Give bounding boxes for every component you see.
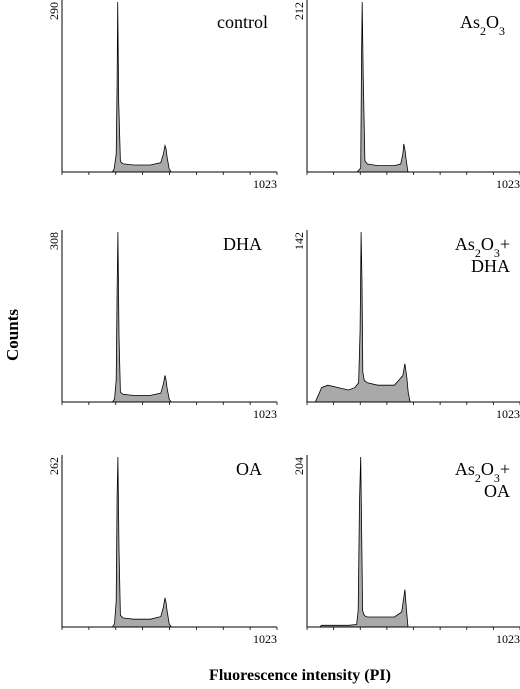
- histogram-panel-4: 142 1023 As2O3+DHA: [292, 230, 520, 421]
- histogram-area: [62, 456, 277, 628]
- panel-label: As2O3+: [455, 234, 510, 260]
- histogram-area: [307, 1, 520, 173]
- y-max-tick-label: 308: [47, 232, 61, 250]
- y-axis-label: Counts: [3, 309, 22, 361]
- x-axis-label: Fluorescence intensity (PI): [209, 667, 391, 684]
- histogram-panel-2: 212 1023 As2O3: [292, 0, 520, 191]
- x-max-tick-label: 1023: [253, 177, 277, 191]
- y-max-tick-label: 142: [292, 232, 306, 250]
- y-max-tick-label: 204: [292, 457, 306, 475]
- histogram-area: [62, 1, 277, 173]
- x-max-tick-label: 1023: [496, 407, 520, 421]
- y-max-tick-label: 262: [47, 457, 61, 475]
- x-max-tick-label: 1023: [253, 407, 277, 421]
- panel-label: OA: [236, 459, 262, 479]
- panel-label: As2O3+: [455, 459, 510, 485]
- histogram-area: [62, 231, 277, 403]
- panel-label: OA: [484, 481, 510, 501]
- panel-label: DHA: [223, 234, 262, 254]
- histogram-area: [307, 456, 520, 628]
- x-max-tick-label: 1023: [253, 632, 277, 646]
- y-max-tick-label: 212: [292, 2, 306, 20]
- x-max-tick-label: 1023: [496, 632, 520, 646]
- histogram-area: [307, 231, 520, 403]
- histogram-panel-3: 308 1023 DHA: [47, 230, 278, 421]
- x-max-tick-label: 1023: [496, 177, 520, 191]
- histogram-panel-5: 262 1023 OA: [47, 455, 278, 646]
- y-max-tick-label: 290: [47, 2, 61, 20]
- panel-label: As2O3: [460, 12, 505, 38]
- histogram-panel-6: 204 1023 As2O3+OA: [292, 455, 520, 646]
- histogram-panel-1: 290 1023 control: [47, 0, 278, 191]
- panel-label: control: [217, 12, 268, 32]
- panel-label: DHA: [471, 256, 510, 276]
